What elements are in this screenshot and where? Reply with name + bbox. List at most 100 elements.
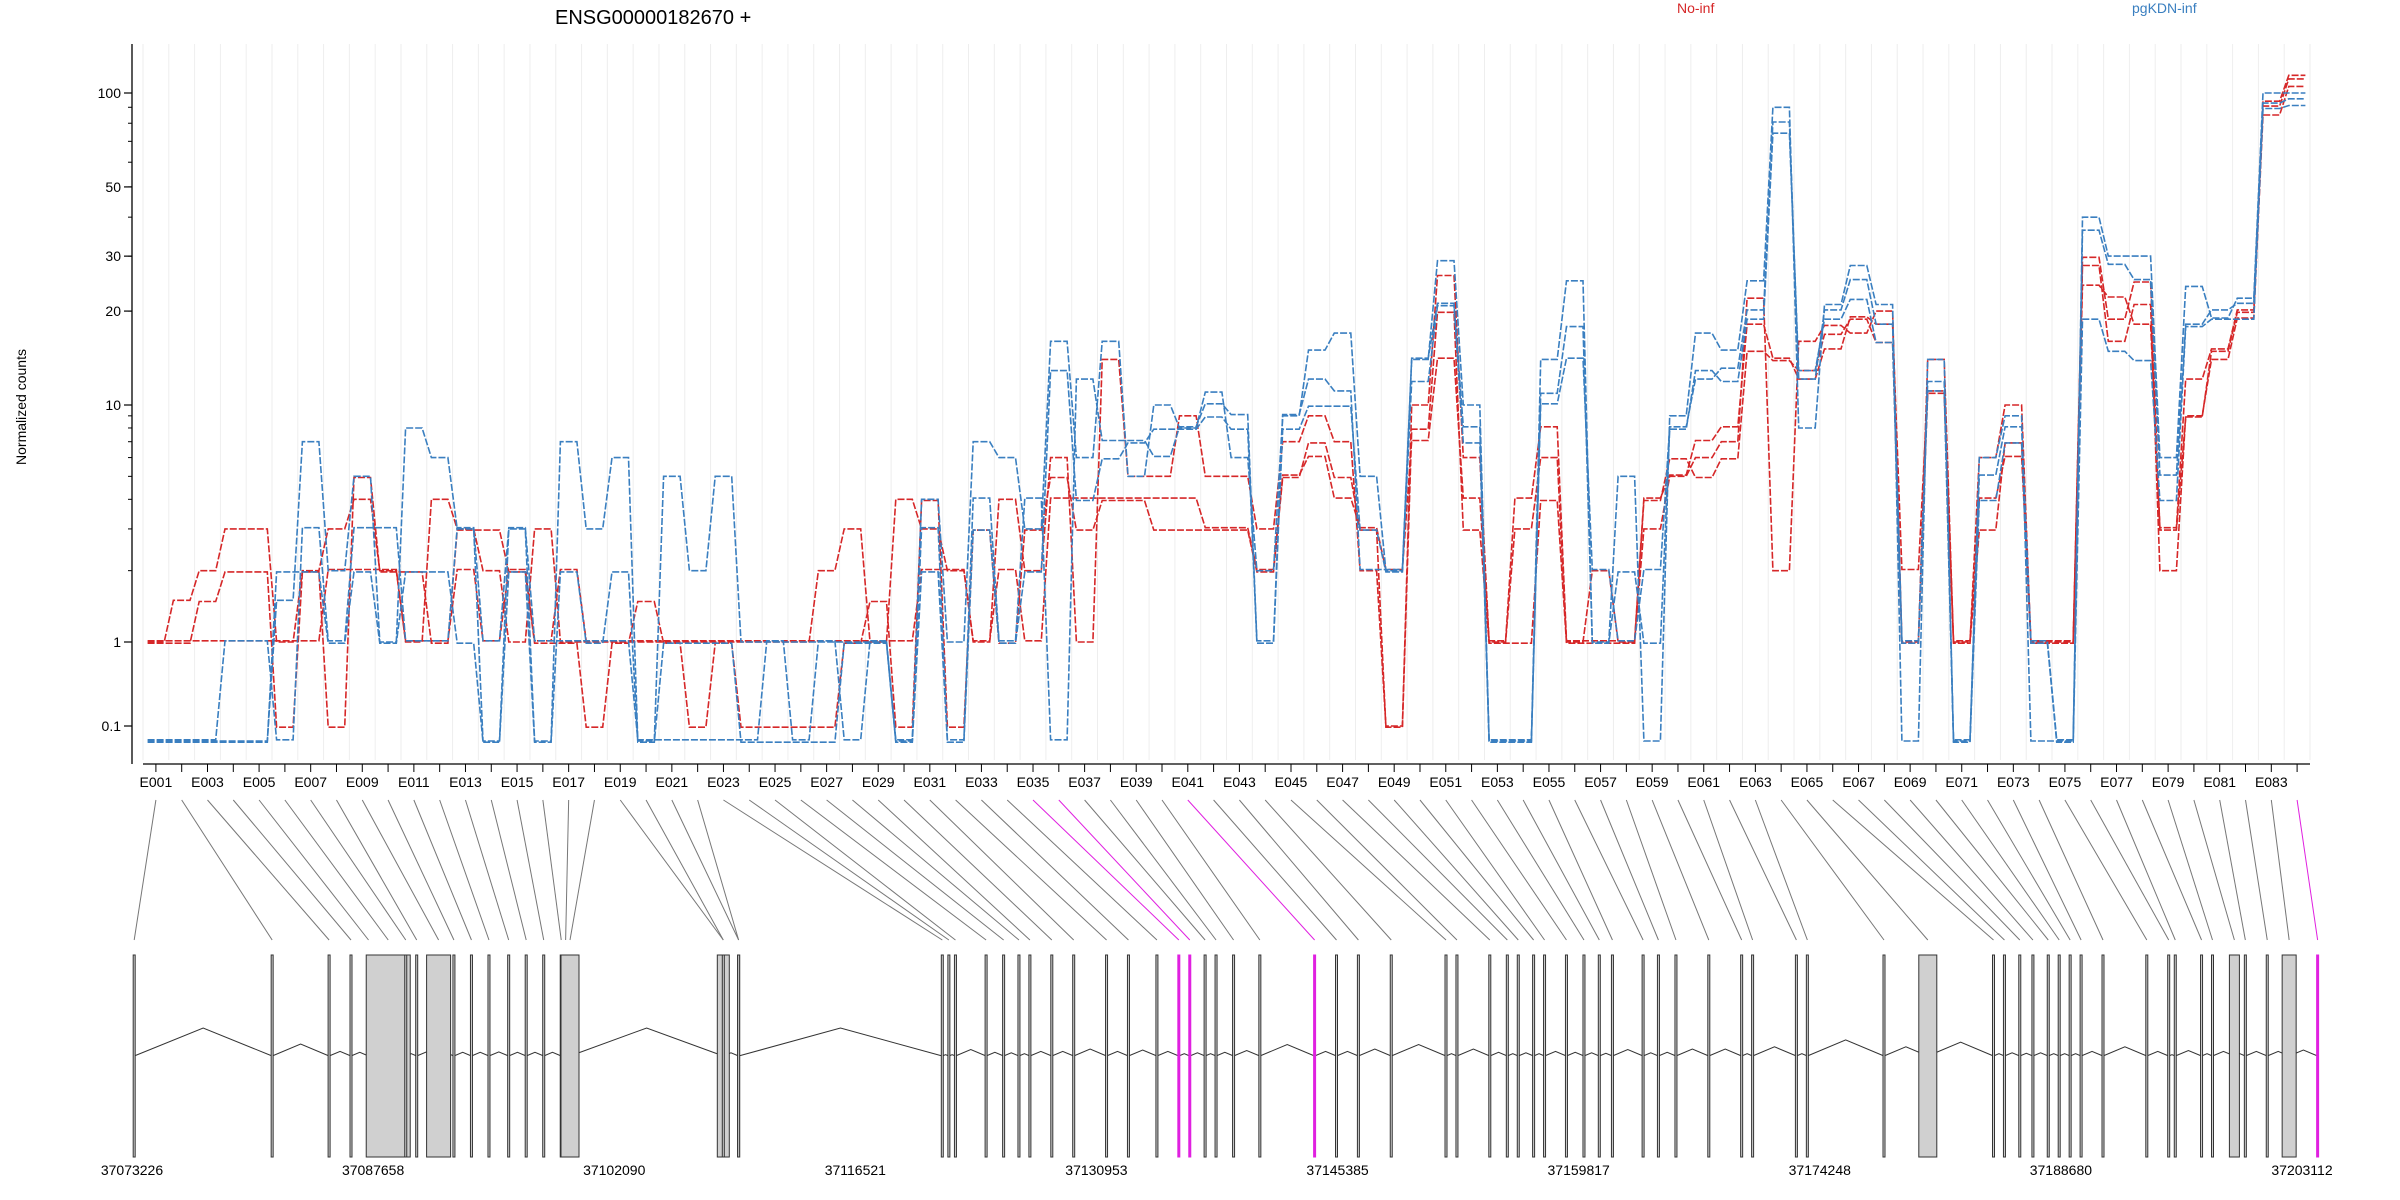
exon-box: [1488, 954, 1492, 1158]
exon-connector: [671, 799, 740, 941]
x-tick-label: E007: [294, 774, 327, 790]
exon-connector: [1290, 799, 1447, 941]
exon-box: [1050, 954, 1054, 1158]
intron-chevron: [2032, 1052, 2049, 1057]
intron-chevron: [738, 1027, 943, 1057]
exon-box: [1258, 954, 1262, 1158]
intron-chevron: [1752, 1046, 1797, 1057]
exon-connector: [697, 799, 740, 941]
exon-connector: [1883, 799, 2021, 941]
exon-box: [560, 954, 580, 1158]
series-line: [147, 85, 2306, 727]
exon-connector: [2219, 799, 2246, 941]
exon-connector: [1006, 799, 1158, 941]
intron-chevron: [2080, 1050, 2104, 1057]
x-tick-label: E041: [1171, 774, 1204, 790]
genomic-coordinate-label: 37073226: [101, 1162, 164, 1178]
exon-box: [2046, 954, 2050, 1158]
intron-chevron: [1533, 1053, 1545, 1057]
exon-box: [984, 954, 988, 1158]
exon-box: [1002, 954, 1006, 1158]
x-tick-label: E061: [1687, 774, 1720, 790]
exon-connector: [1677, 799, 1743, 941]
exon-box: [1017, 954, 1021, 1158]
intron-chevron: [1708, 1048, 1742, 1057]
x-tick-label: E067: [1842, 774, 1875, 790]
exon-box: [2173, 954, 2177, 1158]
y-tick-label: 100: [98, 85, 122, 101]
intron-chevron: [350, 1051, 369, 1057]
intron-chevron: [1003, 1052, 1020, 1057]
exon-box: [2167, 954, 2171, 1158]
exon-connector: [1548, 799, 1613, 941]
exon-box: [1203, 954, 1207, 1158]
x-tick-label: E051: [1429, 774, 1462, 790]
exon-box: [1564, 954, 1568, 1158]
exon-box: [947, 954, 951, 1158]
intron-chevron: [1599, 1052, 1613, 1057]
exon-connector: [1316, 799, 1458, 941]
intron-chevron: [1314, 1050, 1337, 1057]
intron-chevron: [1128, 1049, 1158, 1057]
intron-chevron: [134, 1027, 273, 1057]
exon-box: [721, 954, 725, 1158]
exon-connector: [464, 799, 510, 941]
exon-box: [1674, 954, 1678, 1158]
y-axis-ticks: 100 50 30 20 10 1 0.1: [98, 85, 132, 734]
exon-box: [1232, 954, 1236, 1158]
exon-box: [1656, 954, 1660, 1158]
x-tick-label: E037: [1068, 774, 1101, 790]
intron-chevron: [1566, 1051, 1585, 1057]
exon-box: [542, 954, 546, 1158]
exon-box: [1610, 954, 1614, 1158]
exon-box: [2265, 954, 2269, 1158]
exon-box: [1444, 954, 1448, 1158]
exon-connector: [439, 799, 490, 941]
intron-chevron: [1358, 1048, 1392, 1057]
exon-connector: [1110, 799, 1217, 941]
exon-connector: [1496, 799, 1585, 941]
exon-box: [487, 954, 491, 1158]
exon-box: [1597, 954, 1601, 1158]
exon-box: [2057, 954, 2061, 1158]
exon-box: [1740, 954, 1744, 1158]
exon-connector: [929, 799, 1075, 941]
exon-connector: [2038, 799, 2104, 941]
exon-connector: [284, 799, 389, 941]
y-axis-label: Normalized counts: [13, 349, 29, 465]
x-gridlines: [142, 44, 2311, 760]
exon-connector: [1368, 799, 1508, 941]
exon-box: [365, 954, 411, 1158]
intron-chevron: [543, 1051, 562, 1057]
exon-connector: [1574, 799, 1644, 941]
intron-chevron: [471, 1051, 490, 1057]
x-tick-label: E045: [1275, 774, 1308, 790]
exon-connector: [565, 799, 570, 941]
exon-box: [1105, 954, 1109, 1158]
intron-chevron: [2069, 1053, 2082, 1057]
exon-connector: [2090, 799, 2170, 941]
exon-box: [2243, 954, 2247, 1158]
intron-chevron: [1029, 1050, 1052, 1057]
exon-connector: [542, 799, 562, 941]
exon-box: [2316, 954, 2320, 1158]
genomic-coordinate-label: 37102090: [583, 1162, 646, 1178]
exon-connector: [336, 799, 418, 941]
intron-chevron: [1204, 1053, 1217, 1057]
x-tick-label: E033: [965, 774, 998, 790]
exon-box: [404, 954, 408, 1158]
exon-box: [524, 954, 528, 1158]
y-tick-label: 50: [105, 179, 121, 195]
intron-chevron: [2004, 1052, 2020, 1057]
x-tick-label: E053: [1481, 774, 1514, 790]
exon-connector: [1780, 799, 1885, 941]
intron-chevron: [1106, 1050, 1129, 1057]
exon-connector: [387, 799, 455, 941]
x-tick-label: E059: [1636, 774, 1669, 790]
x-tick-label: E043: [1223, 774, 1256, 790]
exon-box: [1505, 954, 1509, 1158]
x-axis-ticks: E001 E003 E005 E007 E009 E011 E013 E015 E017 E019…: [140, 764, 2298, 790]
exon-box: [1177, 954, 1181, 1158]
intron-chevron: [271, 1043, 330, 1057]
exon-connector: [2193, 799, 2235, 941]
